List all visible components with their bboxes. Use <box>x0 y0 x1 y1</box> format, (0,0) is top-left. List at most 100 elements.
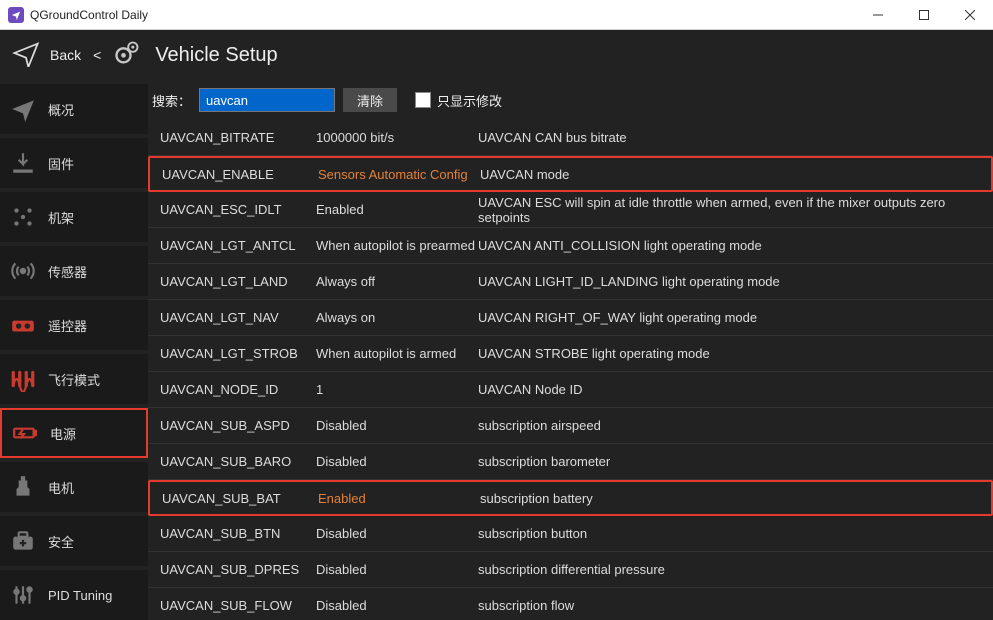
param-name: UAVCAN_LGT_LAND <box>148 274 316 289</box>
param-value: Disabled <box>316 562 478 577</box>
sidebar-item[interactable]: 电机 <box>0 462 148 512</box>
dots-icon <box>10 204 36 230</box>
param-row[interactable]: UAVCAN_ESC_IDLTEnabledUAVCAN ESC will sp… <box>148 192 993 228</box>
param-name: UAVCAN_SUB_BARO <box>148 454 316 469</box>
sidebar: 概况固件机架传感器遥控器飞行模式电源电机安全 PID Tuning <box>0 80 148 620</box>
param-row[interactable]: UAVCAN_SUB_DPRESDisabledsubscription dif… <box>148 552 993 588</box>
param-value: 1 <box>316 382 478 397</box>
param-desc: UAVCAN LIGHT_ID_LANDING light operating … <box>478 274 993 289</box>
plane-icon <box>10 96 36 122</box>
param-desc: UAVCAN ANTI_COLLISION light operating mo… <box>478 238 993 253</box>
param-desc: UAVCAN mode <box>480 167 991 182</box>
param-value: Disabled <box>316 598 478 613</box>
param-value: Always off <box>316 274 478 289</box>
maximize-button[interactable] <box>901 0 947 30</box>
medkit-icon <box>10 528 36 554</box>
back-chevron-icon[interactable]: < <box>93 47 101 63</box>
param-row[interactable]: UAVCAN_LGT_LANDAlways offUAVCAN LIGHT_ID… <box>148 264 993 300</box>
param-desc: subscription battery <box>480 491 991 506</box>
param-row[interactable]: UAVCAN_SUB_ASPDDisabledsubscription airs… <box>148 408 993 444</box>
param-desc: UAVCAN STROBE light operating mode <box>478 346 993 361</box>
param-value: Sensors Automatic Config <box>318 167 480 182</box>
broadcast-icon <box>10 258 36 284</box>
param-row[interactable]: UAVCAN_BITRATE1000000 bit/sUAVCAN CAN bu… <box>148 120 993 156</box>
param-desc: subscription differential pressure <box>478 562 993 577</box>
param-value: 1000000 bit/s <box>316 130 478 145</box>
param-value: Always on <box>316 310 478 325</box>
param-name: UAVCAN_LGT_STROB <box>148 346 316 361</box>
search-bar: 搜索： 清除 只显示修改 <box>148 80 993 120</box>
rc-icon <box>10 312 36 338</box>
sidebar-item-label: 传感器 <box>48 262 87 281</box>
sidebar-item-label: 遥控器 <box>48 316 87 335</box>
param-value: Disabled <box>316 418 478 433</box>
back-label[interactable]: Back <box>50 47 81 63</box>
param-name: UAVCAN_ENABLE <box>150 167 318 182</box>
param-desc: UAVCAN CAN bus bitrate <box>478 130 993 145</box>
sidebar-item[interactable]: 传感器 <box>0 246 148 296</box>
sidebar-item-label: 安全 <box>48 532 74 551</box>
param-name: UAVCAN_SUB_FLOW <box>148 598 316 613</box>
app-icon <box>8 7 24 23</box>
sidebar-item-label: 飞行模式 <box>48 370 100 389</box>
sidebar-item-label: 电源 <box>50 424 76 443</box>
minimize-button[interactable] <box>855 0 901 30</box>
param-name: UAVCAN_NODE_ID <box>148 382 316 397</box>
param-row[interactable]: UAVCAN_SUB_BTNDisabledsubscription butto… <box>148 516 993 552</box>
clear-button[interactable]: 清除 <box>343 88 397 112</box>
param-row[interactable]: UAVCAN_NODE_ID1UAVCAN Node ID <box>148 372 993 408</box>
sidebar-item[interactable]: 电源 <box>0 408 148 458</box>
param-desc: subscription flow <box>478 598 993 613</box>
param-desc: subscription airspeed <box>478 418 993 433</box>
page-header: Back < Vehicle Setup <box>0 30 993 80</box>
sidebar-item[interactable]: 固件 <box>0 138 148 188</box>
sidebar-item[interactable]: 遥控器 <box>0 300 148 350</box>
window-title: QGroundControl Daily <box>30 8 855 22</box>
param-desc: subscription button <box>478 526 993 541</box>
param-desc: UAVCAN RIGHT_OF_WAY light operating mode <box>478 310 993 325</box>
param-row[interactable]: UAVCAN_SUB_BARODisabledsubscription baro… <box>148 444 993 480</box>
param-row[interactable]: UAVCAN_ENABLESensors Automatic ConfigUAV… <box>148 156 993 192</box>
content-area: 搜索： 清除 只显示修改 UAVCAN_BITRATE1000000 bit/s… <box>148 80 993 620</box>
search-input[interactable] <box>199 88 335 112</box>
sidebar-item[interactable]: 飞行模式 <box>0 354 148 404</box>
download-icon <box>10 150 36 176</box>
param-value: When autopilot is prearmed <box>316 238 478 253</box>
sidebar-item-label: PID Tuning <box>48 588 112 603</box>
sidebar-item[interactable]: 安全 <box>0 516 148 566</box>
param-value: Enabled <box>316 202 478 217</box>
param-name: UAVCAN_SUB_DPRES <box>148 562 316 577</box>
motor-icon <box>10 474 36 500</box>
param-value: Disabled <box>316 454 478 469</box>
param-name: UAVCAN_SUB_BAT <box>150 491 318 506</box>
param-desc: subscription barometer <box>478 454 993 469</box>
plane-icon <box>12 39 40 72</box>
param-row[interactable]: UAVCAN_SUB_BATEnabledsubscription batter… <box>148 480 993 516</box>
sidebar-item-label: 机架 <box>48 208 74 227</box>
param-row[interactable]: UAVCAN_LGT_ANTCLWhen autopilot is prearm… <box>148 228 993 264</box>
sidebar-item[interactable]: 概况 <box>0 84 148 134</box>
param-name: UAVCAN_ESC_IDLT <box>148 202 316 217</box>
param-row[interactable]: UAVCAN_SUB_FLOWDisabledsubscription flow <box>148 588 993 620</box>
param-table: UAVCAN_BITRATE1000000 bit/sUAVCAN CAN bu… <box>148 120 993 620</box>
param-desc: UAVCAN Node ID <box>478 382 993 397</box>
param-value: Disabled <box>316 526 478 541</box>
wave-icon <box>10 366 36 392</box>
sidebar-item[interactable]: PID Tuning <box>0 570 148 620</box>
param-desc: UAVCAN ESC will spin at idle throttle wh… <box>478 195 993 225</box>
close-button[interactable] <box>947 0 993 30</box>
sliders-icon <box>10 582 36 608</box>
param-row[interactable]: UAVCAN_LGT_NAVAlways onUAVCAN RIGHT_OF_W… <box>148 300 993 336</box>
sidebar-item-label: 概况 <box>48 100 74 119</box>
param-name: UAVCAN_BITRATE <box>148 130 316 145</box>
param-name: UAVCAN_LGT_NAV <box>148 310 316 325</box>
sidebar-item-label: 电机 <box>48 478 74 497</box>
search-label: 搜索： <box>152 91 191 110</box>
show-modified-checkbox[interactable] <box>415 92 431 108</box>
sidebar-item-label: 固件 <box>48 154 74 173</box>
battery-icon <box>12 420 38 446</box>
sidebar-item[interactable]: 机架 <box>0 192 148 242</box>
titlebar: QGroundControl Daily <box>0 0 993 30</box>
show-modified-label: 只显示修改 <box>437 91 502 110</box>
param-row[interactable]: UAVCAN_LGT_STROBWhen autopilot is armedU… <box>148 336 993 372</box>
